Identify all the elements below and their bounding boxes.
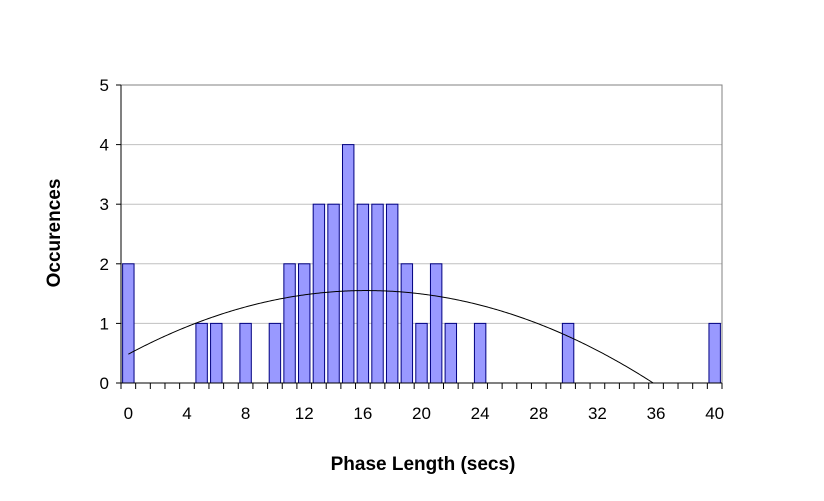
bar: [268, 322, 282, 384]
x-axis-title: Phase Length (secs): [331, 454, 516, 475]
x-tick-label: 4: [182, 404, 191, 423]
bar: [122, 263, 135, 384]
bar: [195, 322, 208, 384]
bar: [210, 322, 223, 384]
y-tick-label: 3: [100, 195, 109, 214]
x-tick-label: 12: [295, 404, 314, 423]
bar: [341, 144, 355, 384]
trendline: [128, 290, 654, 384]
bar: [371, 203, 384, 384]
bar: [239, 322, 252, 384]
x-tick-label: 40: [705, 404, 724, 423]
bar: [327, 203, 340, 384]
y-tick-labels: 0 1 2 3 4 5: [100, 76, 109, 393]
x-tick-labels: 0 4 8 12 16 20 24 28 32 36 40: [124, 404, 725, 423]
bar: [429, 263, 443, 384]
bar: [400, 263, 414, 384]
bar: [444, 322, 458, 384]
bar: [415, 322, 428, 384]
x-tick-label: 0: [124, 404, 133, 423]
x-tick-label: 16: [353, 404, 372, 423]
bar: [356, 203, 370, 384]
y-tick-label: 4: [100, 136, 109, 155]
bar: [473, 322, 487, 384]
x-tick-label: 36: [647, 404, 666, 423]
axes: [116, 84, 723, 389]
x-tick-label: 32: [588, 404, 607, 423]
y-tick-label: 2: [100, 255, 109, 274]
y-tick-label: 0: [100, 374, 109, 393]
bar: [708, 322, 721, 384]
bar: [561, 322, 575, 384]
bar: [283, 263, 296, 384]
gridlines: [121, 84, 722, 324]
y-tick-label: 1: [100, 314, 109, 333]
bar: [385, 203, 399, 384]
y-axis-title: Occurences: [44, 179, 65, 288]
x-tick-label: 24: [471, 404, 490, 423]
y-tick-label: 5: [100, 76, 109, 95]
x-tick-label: 28: [529, 404, 548, 423]
bar: [298, 263, 311, 384]
x-tick-label: 20: [412, 404, 431, 423]
x-tick-label: 8: [241, 404, 250, 423]
